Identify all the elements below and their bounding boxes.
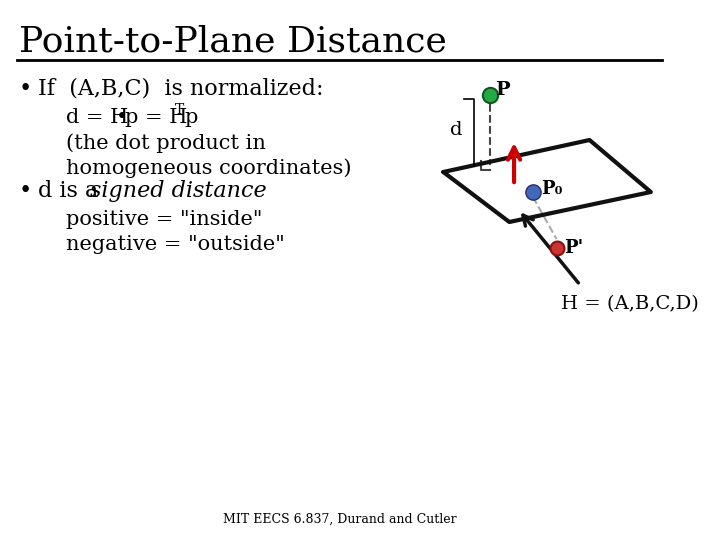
Text: Point-to-Plane Distance: Point-to-Plane Distance bbox=[19, 25, 446, 59]
Text: P': P' bbox=[564, 239, 583, 257]
Text: •: • bbox=[19, 180, 32, 202]
Text: MIT EECS 6.837, Durand and Cutler: MIT EECS 6.837, Durand and Cutler bbox=[222, 513, 456, 526]
Text: •: • bbox=[19, 78, 32, 100]
Text: T: T bbox=[174, 103, 184, 117]
Text: H = (A,B,C,D): H = (A,B,C,D) bbox=[561, 295, 699, 313]
Text: (the dot product in: (the dot product in bbox=[66, 133, 266, 153]
Text: P: P bbox=[495, 81, 510, 99]
Text: homogeneous coordinates): homogeneous coordinates) bbox=[66, 158, 351, 178]
Text: •: • bbox=[116, 108, 128, 127]
Text: positive = "inside": positive = "inside" bbox=[66, 210, 262, 229]
Text: P₀: P₀ bbox=[541, 180, 563, 198]
Text: signed distance: signed distance bbox=[89, 180, 266, 202]
Text: If  (A,B,C)  is normalized:: If (A,B,C) is normalized: bbox=[37, 78, 323, 100]
Text: d = H: d = H bbox=[66, 108, 128, 127]
Text: negative = "outside": negative = "outside" bbox=[66, 235, 285, 254]
Text: p = H: p = H bbox=[125, 108, 188, 127]
Text: p: p bbox=[184, 108, 197, 127]
Text: d is a: d is a bbox=[37, 180, 105, 202]
Text: d: d bbox=[450, 121, 462, 139]
